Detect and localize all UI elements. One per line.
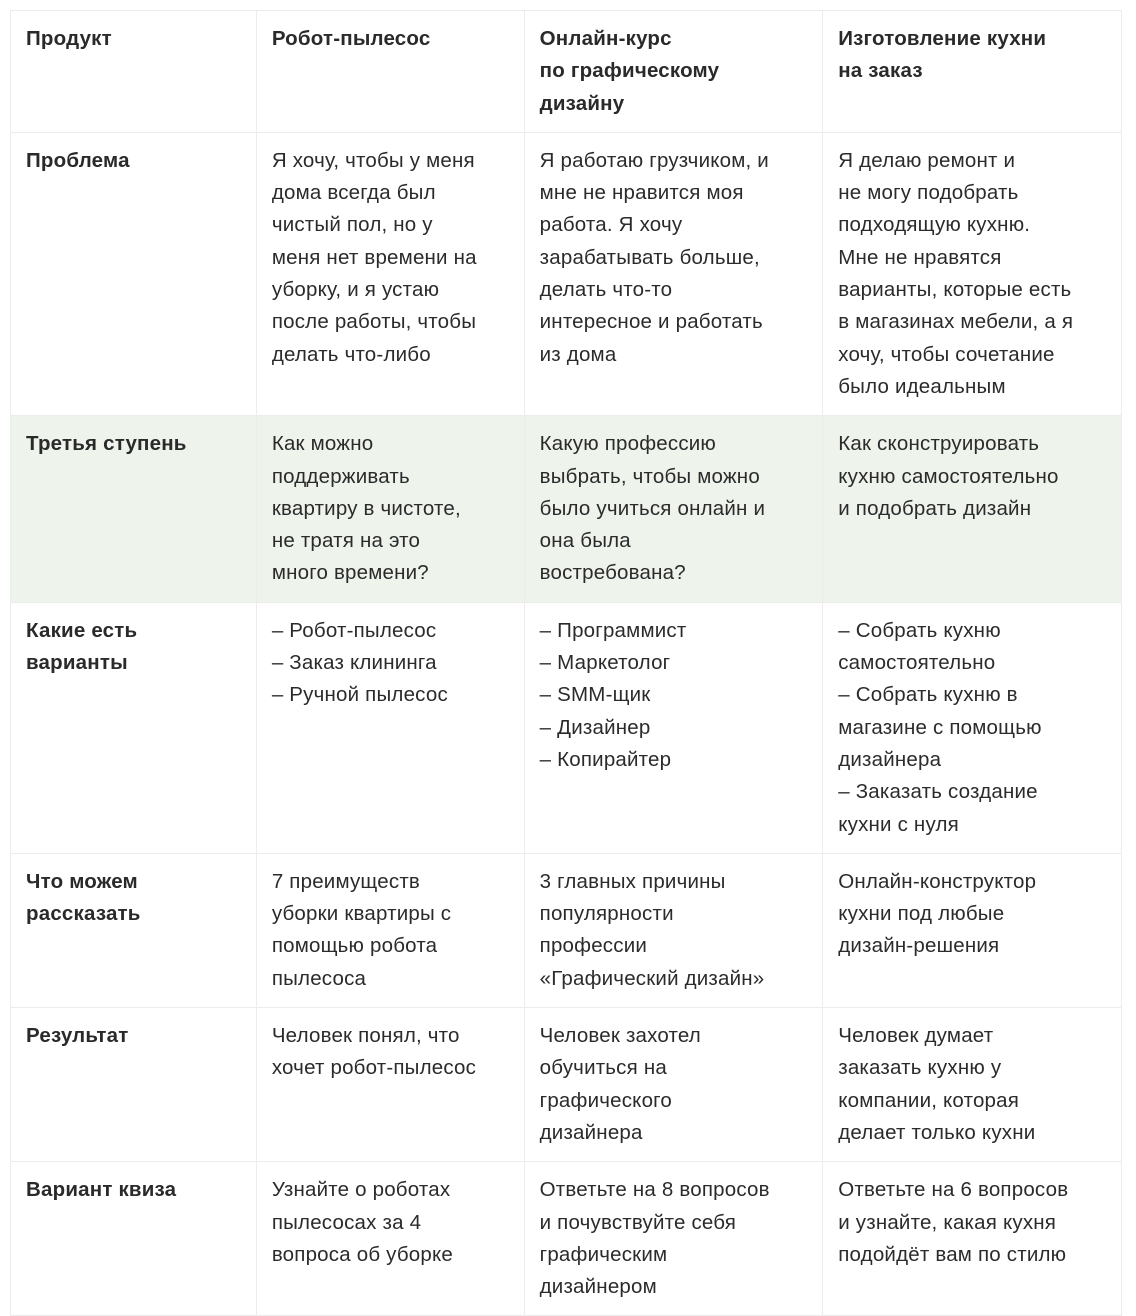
header-cell: Продукт [10,10,257,133]
table-cell: Я делаю ремонт и не могу подобрать подхо… [822,131,1122,417]
table-row: Проблема Я хочу, чтобы у меня дома всегда… [10,131,1122,417]
comparison-table: Продукт Робот-пылесос Онлайн-курс по гра… [10,10,1122,1316]
table-cell: Узнайте о роботах пылесосах за 4 вопроса… [255,1161,525,1316]
table-cell: – Программист – Маркетолог – SMM-щик – Д… [523,601,824,854]
table-cell: Как сконструировать кухню самостоятельно… [822,415,1122,603]
table-cell: Онлайн-конструктор кухни под любые дизай… [822,852,1122,1009]
table-row: Результат Человек понял, что хочет робот-… [10,1007,1122,1163]
table-cell: Человек захотел обучиться на графическог… [523,1007,824,1163]
table-row: Вариант квиза Узнайте о роботах пылесосах… [10,1161,1122,1316]
table-cell: Я хочу, чтобы у меня дома всегда был чис… [255,131,525,417]
table-cell: Как можно поддерживать квартиру в чистот… [255,415,525,603]
table-cell: Ответьте на 6 вопросов и узнайте, какая … [822,1161,1122,1316]
table-cell: Человек понял, что хочет робот-пылесос [255,1007,525,1163]
header-cell: Изготовление кухни на заказ [822,10,1122,133]
table-header-row: Продукт Робот-пылесос Онлайн-курс по гра… [10,10,1122,133]
row-label: Что можем рассказать [10,852,257,1009]
table-cell: – Робот-пылесос – Заказ клининга – Ручно… [255,601,525,854]
table-cell: Ответьте на 8 вопросов и почувствуйте се… [523,1161,824,1316]
table-cell: – Собрать кухню самостоятельно – Собрать… [822,601,1122,854]
row-label: Третья ступень [10,415,257,603]
table-row: Третья ступень Как можно поддерживать ква… [10,415,1122,603]
table-row: Какие есть варианты – Робот-пылесос – Зак… [10,601,1122,854]
table-cell: 3 главных причины популярности профессии… [523,852,824,1009]
table-row: Что можем рассказать 7 преимуществ уборки… [10,852,1122,1009]
header-cell: Онлайн-курс по графическому дизайну [523,10,824,133]
table-cell: 7 преимуществ уборки квартиры с помощью … [255,852,525,1009]
table-cell: Человек думает заказать кухню у компании… [822,1007,1122,1163]
row-label: Вариант квиза [10,1161,257,1316]
header-cell: Робот-пылесос [255,10,525,133]
row-label: Проблема [10,131,257,417]
row-label: Какие есть варианты [10,601,257,854]
table-cell: Какую профессию выбрать, чтобы можно был… [523,415,824,603]
table-cell: Я работаю грузчиком, и мне не нравится м… [523,131,824,417]
row-label: Результат [10,1007,257,1163]
